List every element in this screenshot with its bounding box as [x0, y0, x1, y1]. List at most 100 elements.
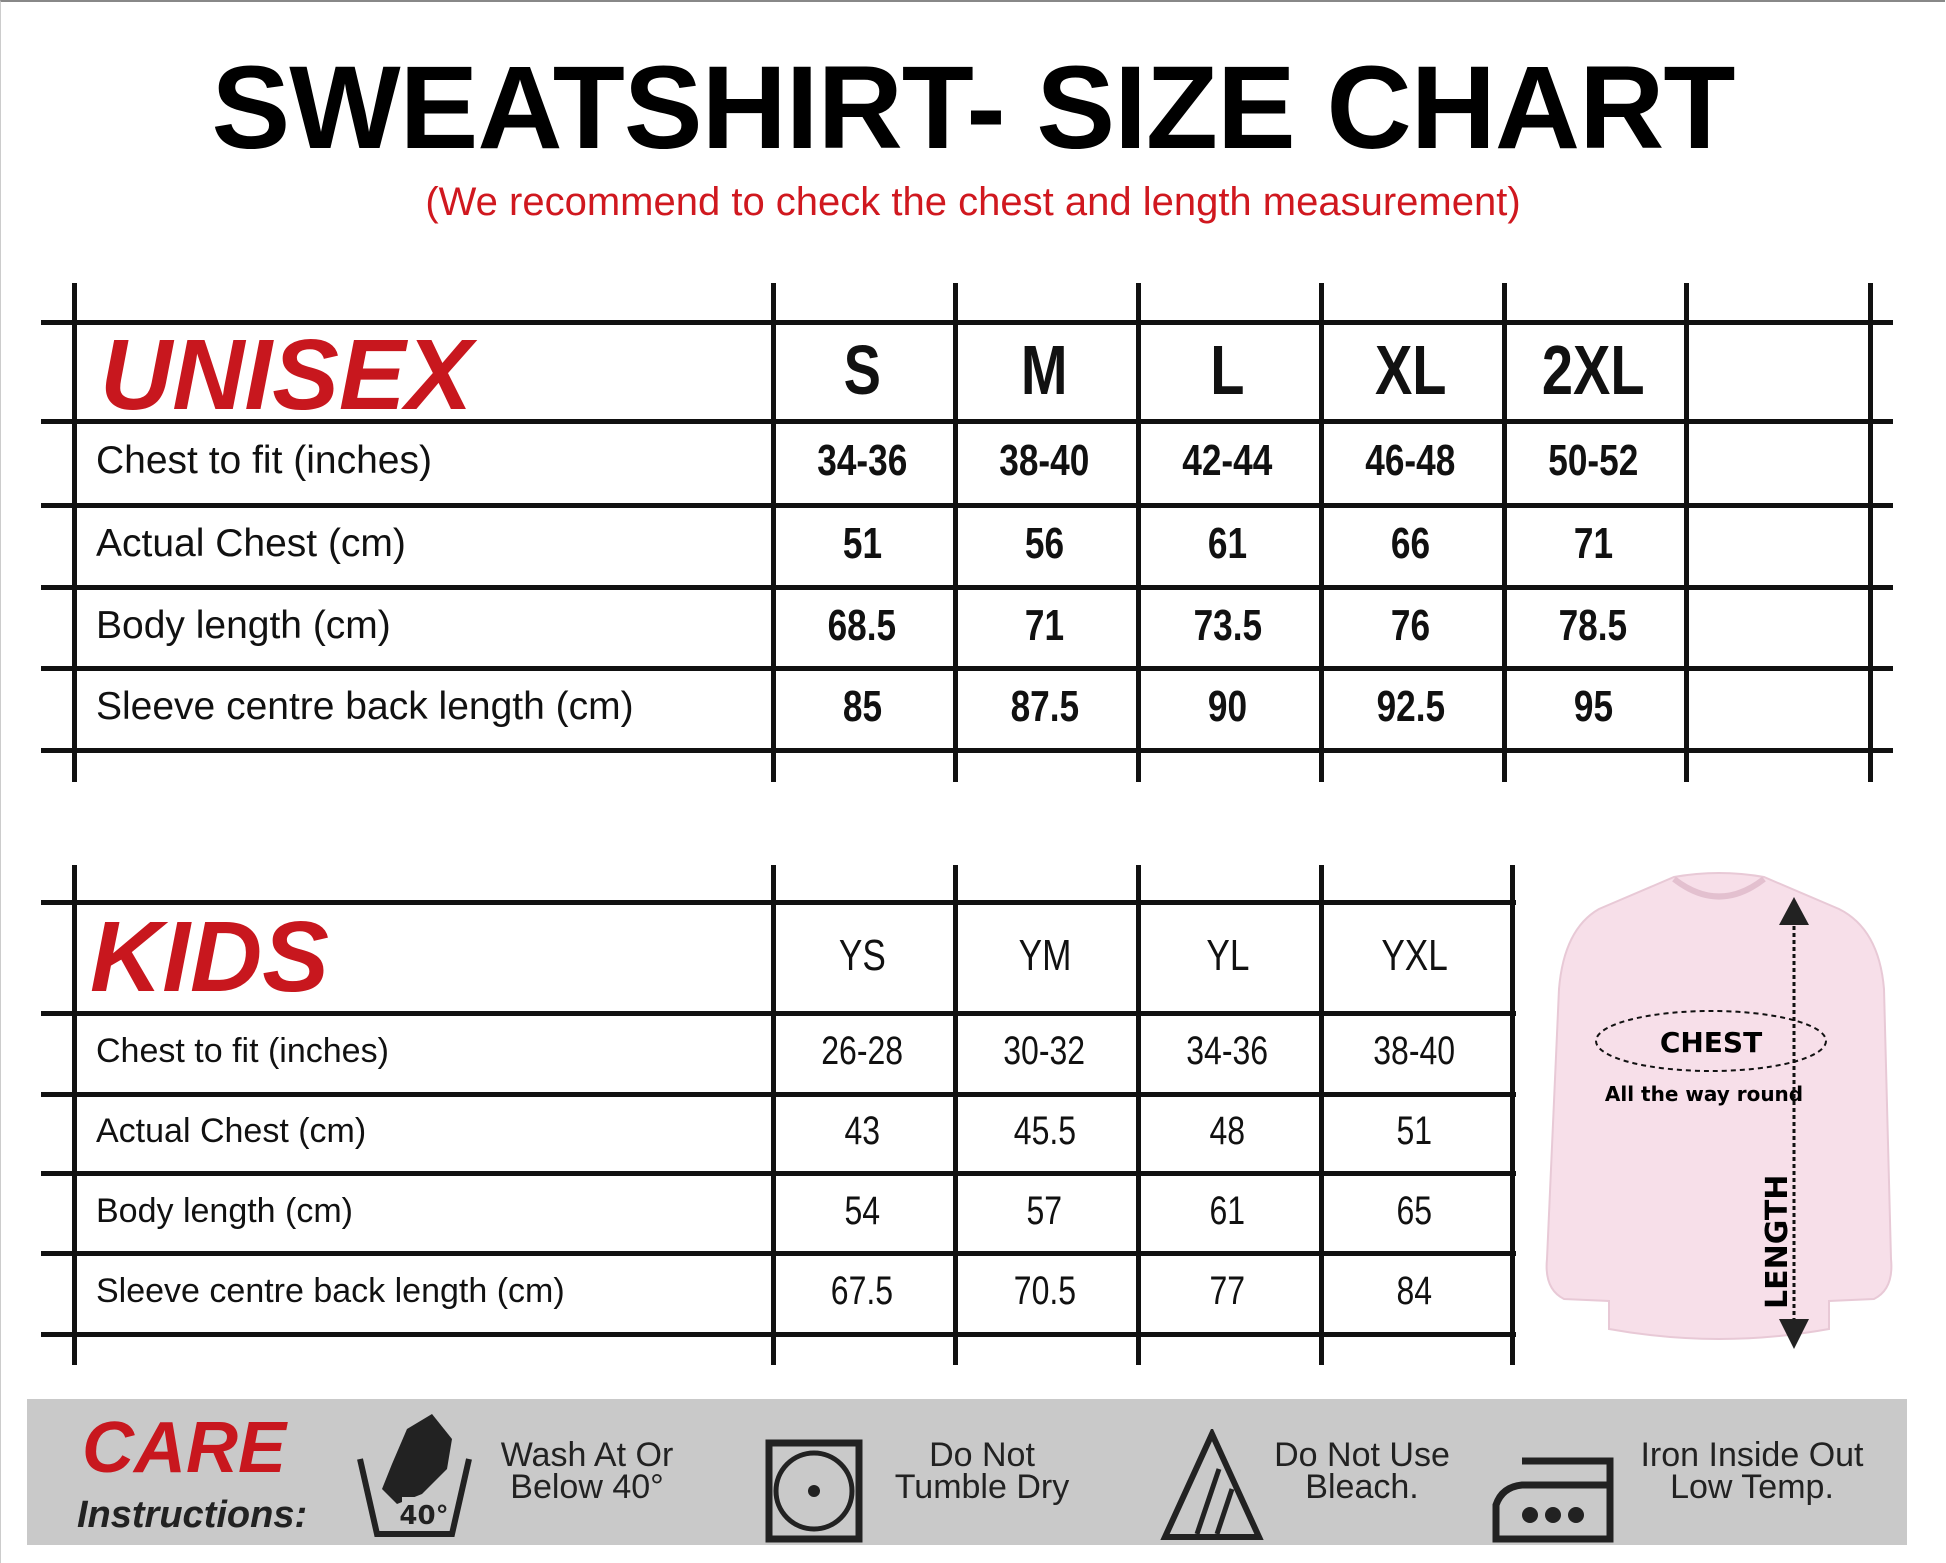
table-cell: 87.5: [1010, 682, 1079, 731]
table-cell: 77: [1209, 1269, 1246, 1313]
care-subheading: Instructions:: [77, 1494, 308, 1536]
row-label: Body length (cm): [96, 1191, 353, 1230]
row-label: Actual Chest (cm): [96, 522, 406, 565]
table-rule: [41, 1171, 1516, 1176]
table-rule: [41, 1332, 1516, 1337]
table-rule: [41, 320, 1893, 325]
table-cell: 92.5: [1376, 682, 1445, 731]
size-header: YM: [1018, 930, 1071, 980]
table-cell: 90: [1207, 682, 1248, 731]
size-header: 2XL: [1541, 330, 1645, 409]
table-column-rule: [1684, 283, 1689, 782]
table-cell: 48: [1209, 1109, 1246, 1153]
table-cell: 38-40: [1373, 1029, 1456, 1073]
table-cell: 46-48: [1365, 436, 1456, 485]
table-column-rule: [1319, 283, 1324, 782]
table-cell: 45.5: [1013, 1109, 1076, 1153]
size-header: M: [1021, 330, 1068, 409]
size-header: YXL: [1381, 930, 1448, 980]
table-cell: 84: [1396, 1269, 1433, 1313]
table-cell: 73.5: [1193, 600, 1262, 650]
table-column-rule: [1502, 283, 1507, 782]
table-cell: 68.5: [827, 600, 897, 650]
page-title: SWEATSHIRT- SIZE CHART: [211, 42, 1736, 174]
table-cell: 71: [1024, 600, 1065, 650]
row-label: Sleeve centre back length (cm): [96, 685, 634, 728]
table-cell: 56: [1024, 519, 1065, 568]
table-cell: 43: [844, 1109, 880, 1153]
length-label: LENGTH: [1760, 1175, 1795, 1309]
page-subtitle: (We recommend to check the chest and len…: [425, 180, 1521, 224]
table-column-rule: [72, 283, 77, 782]
table-cell: 76: [1390, 600, 1431, 650]
table-rule: [41, 503, 1893, 508]
row-label: Actual Chest (cm): [96, 1112, 367, 1150]
table-cell: 61: [1207, 519, 1248, 568]
section-heading: KIDS: [90, 901, 329, 1013]
wash-40-icon: 40°: [357, 1414, 472, 1537]
table-cell: 57: [1026, 1188, 1063, 1233]
table-cell: 71: [1573, 519, 1613, 568]
table-cell: 85: [842, 682, 882, 731]
care-text-tumble: Do Not Tumble Dry: [894, 1436, 1070, 1506]
table-cell: 50-52: [1547, 436, 1639, 485]
table-column-rule: [1510, 865, 1515, 1365]
row-label: Sleeve centre back length (cm): [96, 1272, 565, 1310]
svg-text:40°: 40°: [399, 1501, 448, 1531]
table-rule: [41, 900, 1516, 905]
size-header: XL: [1374, 330, 1447, 409]
table-cell: 78.5: [1558, 600, 1628, 650]
care-text-iron: Iron Inside Out Low Temp.: [1640, 1436, 1864, 1506]
row-label: Chest to fit (inches): [96, 439, 432, 482]
size-header: YL: [1205, 930, 1250, 980]
table-column-rule: [953, 865, 958, 1365]
table-column-rule: [1136, 283, 1141, 782]
table-cell: 54: [844, 1188, 880, 1233]
table-cell: 26-28: [821, 1029, 903, 1073]
arrow-up-icon: [1779, 897, 1809, 925]
table-cell: 67.5: [830, 1269, 894, 1313]
table-rule: [41, 419, 1893, 424]
table-cell: 51: [842, 519, 882, 568]
size-header: YS: [838, 930, 886, 980]
table-rule: [41, 1092, 1516, 1097]
chest-note: All the way round: [1605, 1082, 1803, 1106]
table-cell: 34-36: [1186, 1029, 1269, 1073]
chest-label: CHEST: [1660, 1026, 1762, 1059]
table-cell: 61: [1209, 1188, 1246, 1233]
size-header: L: [1210, 330, 1245, 409]
sweatshirt-shape: [1545, 872, 1893, 1340]
section-heading: UNISEX: [100, 319, 473, 431]
table-rule: [41, 585, 1893, 590]
table-cell: 42-44: [1182, 436, 1273, 485]
table-cell: 51: [1396, 1109, 1433, 1153]
sweatshirt-diagram: CHEST All the way round LENGTH: [1545, 872, 1893, 1349]
table-rule: [41, 748, 1893, 753]
table-column-rule: [1868, 283, 1873, 782]
table-column-rule: [1319, 865, 1324, 1365]
care-instructions-band: CARE Instructions: 40° Wash At Or Below 4…: [27, 1399, 1907, 1545]
row-label: Chest to fit (inches): [96, 1032, 389, 1070]
table-cell: 70.5: [1013, 1269, 1076, 1313]
table-cell: 38-40: [999, 436, 1090, 485]
care-heading: CARE: [82, 1408, 287, 1488]
table-rule: [41, 1251, 1516, 1256]
table-cell: 65: [1396, 1188, 1433, 1233]
size-header: S: [843, 330, 881, 409]
table-column-rule: [72, 865, 77, 1365]
table-column-rule: [1136, 865, 1141, 1365]
table-rule: [41, 1011, 1516, 1016]
arrow-down-icon: [1779, 1319, 1809, 1349]
table-cell: 66: [1390, 519, 1431, 568]
table-cell: 34-36: [816, 436, 908, 485]
care-text-bleach: Do Not Use Bleach.: [1274, 1436, 1450, 1506]
table-column-rule: [771, 865, 776, 1365]
no-bleach-icon: [1160, 1429, 1264, 1540]
no-tumble-dry-icon: [765, 1439, 863, 1543]
table-cell: 95: [1573, 682, 1613, 731]
care-text-wash: Wash At Or Below 40°: [500, 1436, 674, 1506]
table-rule: [41, 666, 1893, 671]
iron-low-icon: [1492, 1457, 1614, 1543]
table-column-rule: [771, 283, 776, 782]
